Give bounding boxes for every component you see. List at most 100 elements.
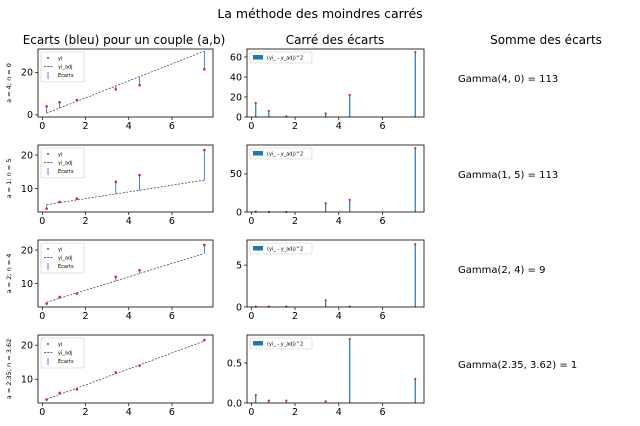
data-point [203, 67, 206, 71]
x-tick-label: 0 [248, 311, 254, 322]
bar [349, 339, 351, 403]
axes-frame [246, 48, 425, 118]
col-title-carre: Carré des écarts [286, 33, 385, 47]
legend-label: yi_adj [58, 351, 72, 357]
col-title-somme: Somme des écarts [490, 33, 602, 47]
x-tick-label: 2 [292, 121, 298, 132]
legend-label: yi [58, 56, 62, 62]
data-point [45, 398, 48, 401]
x-tick-label: 2 [292, 407, 298, 418]
chart-1-scatter: 0 2 4 6 10 20 a = 1; n = 5 yi yi_adj Ecarts [5, 144, 214, 227]
axes-frame [37, 144, 214, 213]
legend-box [249, 51, 313, 64]
data-point [203, 243, 206, 247]
data-point [138, 83, 141, 87]
legend-box [249, 242, 313, 255]
y-tick-label: 20 [21, 245, 33, 256]
data-point [45, 302, 48, 305]
fit-line [46, 50, 205, 114]
x-tick-label: 0 [248, 216, 254, 227]
sum-label-row-0: Gamma(4, 0) = 113 [458, 74, 558, 85]
y-tick-label: 10 [21, 184, 33, 195]
legend-box [249, 337, 313, 350]
y-tick-label: 20 [21, 68, 33, 79]
legend-marker-points [47, 248, 49, 250]
y-tick-label: 60 [230, 52, 242, 63]
y-axis-label: a = 2; n = 4 [5, 254, 13, 294]
bar-top-point [324, 400, 327, 403]
y-tick-label: 0.5 [227, 358, 242, 369]
data-point [114, 88, 118, 91]
bar [255, 395, 257, 403]
col-title-ecarts: Ecarts (bleu) pour un couple (a,b) [23, 33, 226, 47]
data-point [75, 292, 79, 295]
bar-top-point [254, 101, 257, 105]
legend-label: Ecarts [58, 73, 74, 79]
x-tick-label: 4 [126, 311, 132, 322]
bar-top-point [348, 198, 351, 201]
legend-label: (yi_ - y_adj)^2 [267, 342, 303, 348]
x-tick-label: 6 [169, 216, 175, 227]
bar [349, 95, 351, 117]
bar [268, 400, 270, 403]
bar-top-point [324, 112, 327, 115]
axes-frame [246, 334, 425, 404]
data-point [203, 338, 206, 342]
bar [255, 103, 257, 117]
legend-label: yi [58, 342, 62, 348]
sum-label-row-1: Gamma(1, 5) = 113 [458, 170, 558, 181]
bar-top-point [414, 243, 417, 246]
legend: (yi_ - y_adj)^2 [249, 147, 313, 160]
data-point [138, 268, 141, 272]
legend-label: Ecarts [58, 169, 74, 175]
bar [325, 203, 327, 212]
legend-marker-bars [253, 151, 263, 156]
bar-top-point [348, 337, 351, 341]
legend-marker-points [47, 57, 49, 59]
y-axis-label: a = 2.35; n = 3.62 [5, 339, 13, 399]
sum-label-row-2: Gamma(2, 4) = 9 [458, 265, 545, 276]
legend-marker-bars [253, 246, 263, 251]
bar-top-point [267, 109, 270, 113]
y-axis-label: a = 1; n = 5 [5, 159, 13, 199]
axes-frame [37, 48, 214, 118]
bar [349, 199, 351, 212]
y-tick-label: 0.0 [227, 398, 242, 409]
x-tick-label: 6 [169, 121, 175, 132]
legend-marker-points [47, 343, 49, 345]
data-point [138, 173, 141, 177]
legend-marker-bars [253, 55, 263, 60]
axes-frame [246, 144, 425, 213]
legend-box [40, 337, 85, 369]
x-tick-label: 2 [83, 407, 89, 418]
legend: (yi_ - y_adj)^2 [249, 51, 313, 64]
y-tick-label: 5 [236, 260, 242, 271]
legend: (yi_ - y_adj)^2 [249, 242, 313, 255]
axes-frame [37, 334, 214, 404]
legend-marker-bars [253, 341, 263, 346]
legend-marker-points [47, 153, 49, 155]
x-tick-label: 6 [379, 121, 385, 132]
x-tick-label: 0 [39, 407, 45, 418]
x-tick-label: 4 [336, 311, 342, 322]
x-tick-label: 6 [169, 407, 175, 418]
x-tick-label: 2 [292, 216, 298, 227]
chart-2-bar: 0 2 4 6 0 5 (yi_ - y_adj)^2 [236, 239, 425, 322]
x-tick-label: 4 [126, 407, 132, 418]
fit-line [46, 340, 205, 400]
legend-label: yi [58, 247, 62, 253]
data-point [58, 391, 61, 395]
data-point [203, 148, 206, 152]
bar-top-point [324, 202, 327, 205]
x-tick-label: 6 [379, 407, 385, 418]
x-tick-label: 6 [379, 216, 385, 227]
bar-top-point [414, 50, 417, 54]
y-tick-label: 10 [21, 279, 33, 290]
bar-top-point [254, 393, 257, 397]
chart-2-scatter: 0 2 4 6 10 20 a = 2; n = 4 yi yi_adj Ecarts [5, 239, 214, 322]
x-tick-label: 0 [248, 407, 254, 418]
data-point [75, 197, 79, 200]
data-point [114, 371, 118, 374]
